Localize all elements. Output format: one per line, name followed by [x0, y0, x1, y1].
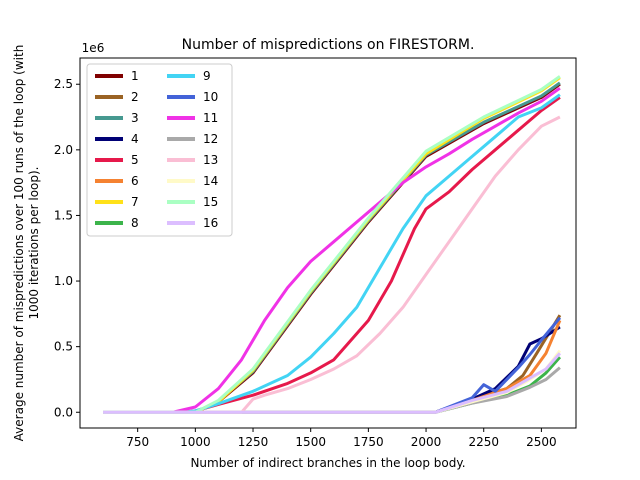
x-axis-label: Number of indirect branches in the loop …: [190, 456, 465, 470]
x-tick-label: 2000: [411, 435, 442, 449]
legend-label-10: 10: [203, 90, 218, 104]
legend-box: [86, 63, 233, 237]
y-tick-label: 1.0: [54, 274, 73, 288]
legend-label-12: 12: [203, 132, 218, 146]
y-tick-label: 2.0: [54, 143, 73, 157]
legend-label-6: 6: [131, 174, 139, 188]
x-tick-label: 1750: [353, 435, 384, 449]
legend-label-13: 13: [203, 153, 218, 167]
series-line-9: [103, 93, 561, 414]
y-tick-label: 1.5: [54, 208, 73, 222]
series-line-13: [103, 115, 561, 414]
legend-label-8: 8: [131, 216, 139, 230]
legend-label-16: 16: [203, 216, 218, 230]
legend-label-2: 2: [131, 90, 139, 104]
legend-label-7: 7: [131, 195, 139, 209]
plot-lines: [103, 75, 562, 414]
series-line-16: [103, 352, 562, 414]
x-tick-label: 1250: [238, 435, 269, 449]
series-line-15: [103, 75, 561, 414]
legend-label-11: 11: [203, 111, 218, 125]
y-axis-label-line2: 1000 iterations per loop).: [27, 167, 41, 320]
y-multiplier-label: 1e6: [82, 41, 105, 55]
y-tick-label: 0.5: [54, 340, 73, 354]
legend-label-9: 9: [203, 69, 211, 83]
x-tick-label: 1500: [295, 435, 326, 449]
y-axis-ticks: 0.0 0.5 1.0 1.5 2.0 2.5: [54, 77, 80, 419]
series-line-8: [103, 356, 562, 414]
series-line-11: [103, 86, 561, 414]
legend-label-1: 1: [131, 69, 139, 83]
x-tick-label: 750: [126, 435, 149, 449]
y-tick-label: 0.0: [54, 405, 73, 419]
chart-title: Number of mispredictions on FIRESTORM.: [182, 37, 475, 53]
legend-label-14: 14: [203, 174, 218, 188]
legend-label-3: 3: [131, 111, 139, 125]
legend-label-4: 4: [131, 132, 139, 146]
plot-frame: [79, 57, 577, 429]
y-tick-label: 2.5: [54, 77, 73, 91]
legend-label-15: 15: [203, 195, 218, 209]
x-tick-label: 2500: [526, 435, 557, 449]
x-tick-label: 2250: [468, 435, 499, 449]
y-axis-label-line1: Average number of mispredictions over 10…: [12, 45, 26, 442]
legend-label-5: 5: [131, 153, 139, 167]
x-tick-label: 1000: [180, 435, 211, 449]
x-axis-ticks: 750 1000 1250 1500 1750 2000 2250 2500: [126, 428, 557, 449]
